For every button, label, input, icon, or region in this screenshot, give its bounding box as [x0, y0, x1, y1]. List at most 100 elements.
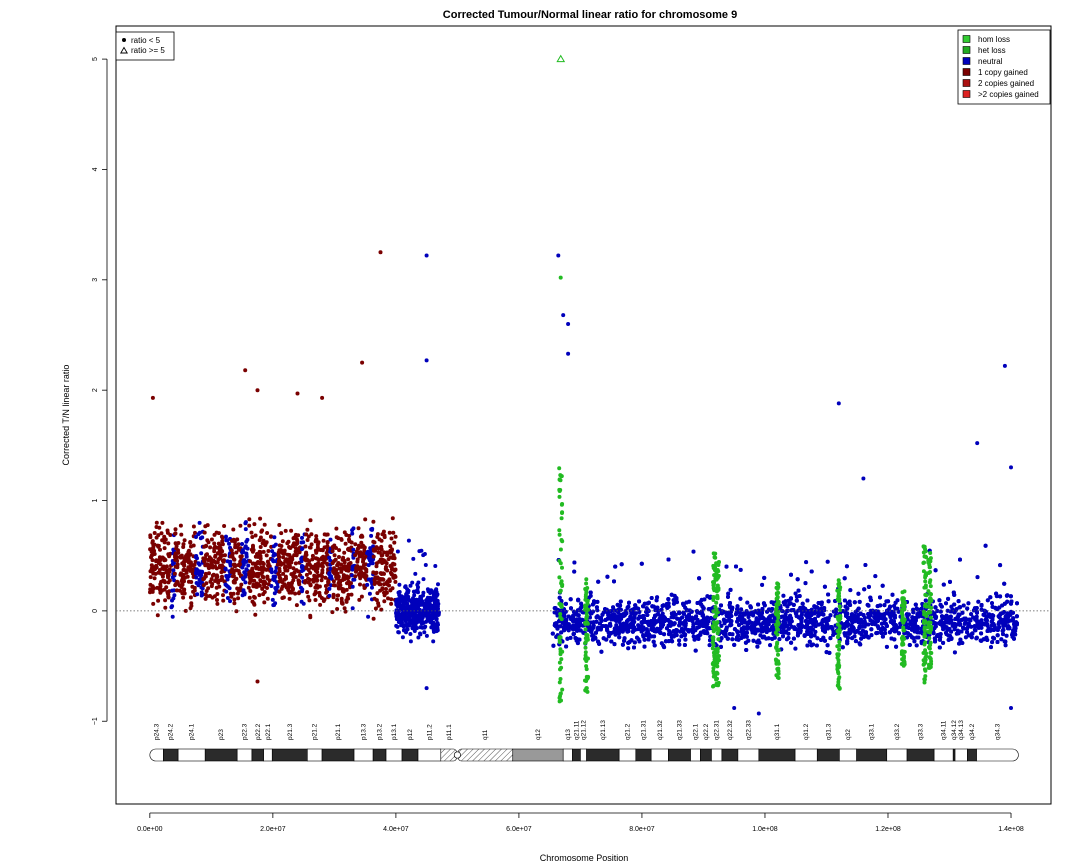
- data-point-p-arm-853: [283, 568, 288, 573]
- data-point-p-arm-438: [218, 563, 222, 568]
- data-point-p-arm-570: [241, 589, 246, 594]
- data-point-p-arm-1397: [376, 546, 381, 551]
- data-point-p-arm-646: [269, 534, 273, 539]
- data-point-p-arm-994: [304, 565, 309, 570]
- data-point-p-arm-942: [307, 598, 312, 603]
- data-point-p-arm-377: [209, 577, 214, 582]
- data-point-p-arm-954: [314, 550, 319, 555]
- data-point-neutral-421: [408, 583, 413, 588]
- data-point-p-arm-1183: [351, 526, 356, 531]
- data-point-p-arm-704: [248, 569, 253, 574]
- data-point-p-arm-251: [179, 532, 184, 537]
- data-point-p-arm-62: [156, 598, 161, 603]
- data-point-p-arm-1171: [340, 601, 345, 606]
- data-point-p-arm-91: [152, 567, 157, 572]
- data-point-p-arm-839: [277, 589, 282, 594]
- data-point-p-arm-117: [162, 579, 167, 584]
- data-point-p-arm-1049: [327, 571, 332, 576]
- data-point-p-arm-869: [297, 582, 302, 587]
- data-point-p-arm-1011: [315, 570, 320, 575]
- data-point-p-arm-257: [178, 554, 183, 559]
- data-point-p-arm-427: [204, 581, 209, 586]
- data-point-p-arm-262: [192, 585, 197, 590]
- data-point-p-arm-699: [263, 580, 267, 585]
- data-point-p-arm-1125: [341, 555, 346, 560]
- data-point-neutral-85: [431, 639, 436, 644]
- data-point-p-arm-1291: [366, 614, 371, 619]
- data-point-p-arm-1290: [368, 555, 373, 560]
- data-point-p-arm-307: [197, 562, 202, 567]
- data-point-neutral-406: [399, 612, 404, 617]
- data-point-p-arm-1023: [314, 534, 319, 539]
- data-point-p-arm-895: [300, 535, 304, 540]
- data-point-p-arm-398: [204, 544, 208, 549]
- data-points: [148, 54, 1019, 716]
- data-point-p-arm-1250: [355, 564, 360, 569]
- data-point-p-arm-555: [240, 542, 245, 546]
- data-point-p-arm-1208: [356, 526, 361, 531]
- data-point-p-arm-810: [293, 549, 298, 554]
- data-point-neutral-435: [433, 613, 438, 618]
- data-point-p-arm-80: [148, 587, 153, 592]
- data-point-p-arm-293: [197, 577, 202, 582]
- data-point-p-arm-1133: [347, 582, 352, 587]
- data-point-p-arm-1324: [386, 596, 390, 601]
- data-point-neutral-329: [404, 627, 409, 632]
- data-point-p-arm-408: [203, 574, 208, 579]
- data-point-p-arm-1128: [336, 586, 341, 591]
- data-point-neutral-343: [406, 611, 411, 616]
- data-point-neutral-294: [421, 577, 426, 582]
- data-point-p-arm-202: [181, 595, 186, 600]
- data-point-p-arm-1378: [371, 616, 376, 621]
- data-point-p-arm-1262: [369, 533, 374, 538]
- data-point-p-arm-1001: [303, 544, 308, 549]
- data-point-p-arm-1156: [346, 562, 351, 566]
- data-point-p-arm-85: [152, 552, 157, 556]
- data-point-p-arm-1142: [333, 583, 337, 588]
- data-point-p-arm-1117: [343, 567, 348, 572]
- data-point-p-arm-407: [216, 545, 221, 550]
- data-point-p-arm-424: [217, 556, 222, 561]
- data-point-p-arm-1007: [306, 594, 311, 599]
- data-point-p-arm-400: [209, 537, 214, 542]
- data-point-p-arm-233: [191, 563, 195, 568]
- data-point-p-arm-75: [167, 567, 172, 572]
- data-point-p-arm-1374: [385, 553, 390, 558]
- data-point-p-arm-426: [212, 541, 217, 546]
- data-point-p-arm-1333: [382, 550, 387, 555]
- data-point-neutral-334: [412, 629, 417, 633]
- data-point-p-arm-454: [223, 567, 228, 572]
- data-point-p-arm-432: [209, 584, 214, 589]
- data-point-p-arm-108: [155, 613, 160, 618]
- data-point-p-arm-936: [319, 596, 324, 600]
- data-point-p-arm-74: [156, 544, 161, 549]
- data-point-p-arm-531: [231, 570, 236, 575]
- data-point-p-arm-110: [160, 555, 165, 560]
- data-point-neutral-3460: [956, 618, 961, 623]
- data-point-p-arm-1187: [350, 606, 355, 611]
- data-point-p-arm-1010: [311, 579, 316, 584]
- data-point-p-arm-818: [289, 528, 294, 533]
- data-point-p-arm-120: [159, 587, 163, 592]
- data-point-p-arm-50: [160, 520, 165, 525]
- data-point-p-arm-1375: [371, 554, 376, 559]
- data-point-neutral-291: [406, 538, 411, 543]
- data-point-p-arm-588: [247, 595, 252, 600]
- data-point-p-arm-1420: [385, 579, 390, 584]
- data-point-p-arm-102: [149, 568, 154, 573]
- data-point-p-arm-1141: [332, 553, 337, 558]
- data-point-p-arm-514: [234, 609, 239, 614]
- data-point-p-arm-874: [281, 551, 285, 556]
- data-point-p-arm-739: [270, 549, 275, 554]
- data-point-p-arm-1364: [380, 561, 385, 565]
- data-point-p-arm-124: [150, 584, 155, 589]
- data-point-p-arm-308: [197, 520, 202, 525]
- data-point-p-arm-648: [258, 545, 263, 549]
- data-point-p-arm-892: [299, 547, 304, 552]
- data-point-p-arm-267: [189, 580, 194, 584]
- data-point-p-arm-1414: [382, 582, 387, 587]
- data-point-neutral-333: [428, 595, 433, 600]
- data-point-p-arm-634: [252, 602, 257, 607]
- data-point-p-arm-415: [220, 542, 225, 547]
- data-point-neutral-413: [403, 584, 408, 589]
